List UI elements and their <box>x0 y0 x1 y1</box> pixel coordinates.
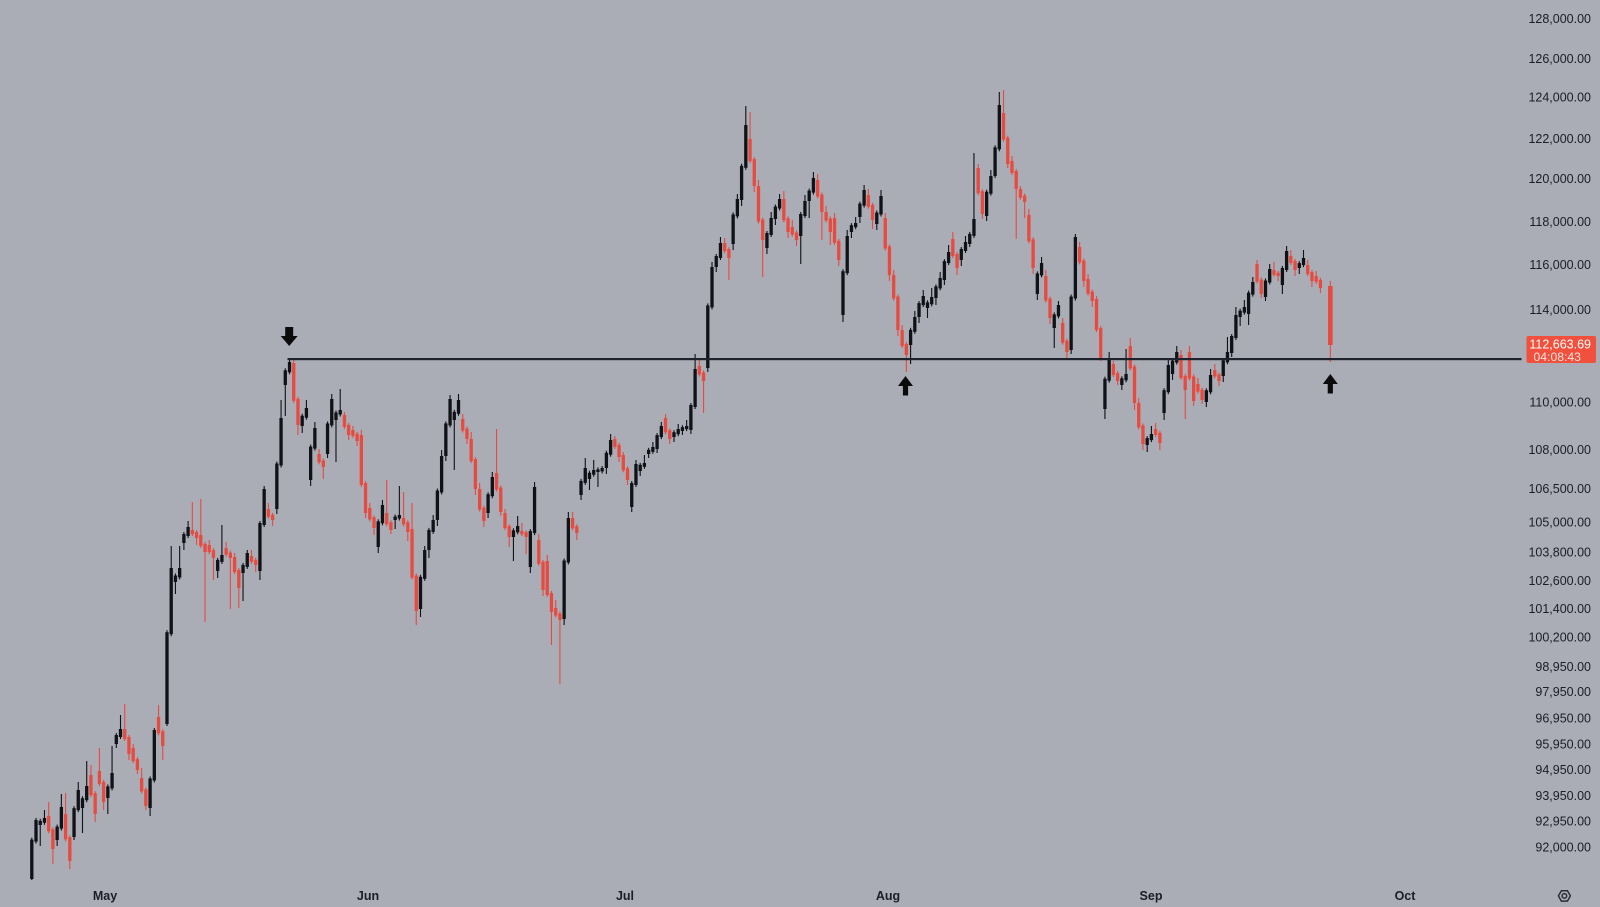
svg-text:Jul: Jul <box>616 889 634 903</box>
svg-text:92,000.00: 92,000.00 <box>1535 840 1591 854</box>
svg-text:92,950.00: 92,950.00 <box>1535 815 1591 829</box>
svg-text:122,000.00: 122,000.00 <box>1528 132 1591 146</box>
svg-text:128,000.00: 128,000.00 <box>1528 12 1591 26</box>
svg-text:108,000.00: 108,000.00 <box>1528 443 1591 457</box>
svg-text:101,400.00: 101,400.00 <box>1528 602 1591 616</box>
svg-text:Sep: Sep <box>1140 889 1163 903</box>
svg-text:110,000.00: 110,000.00 <box>1529 396 1591 410</box>
svg-text:120,000.00: 120,000.00 <box>1528 172 1591 186</box>
svg-text:98,950.00: 98,950.00 <box>1535 660 1591 674</box>
svg-text:105,000.00: 105,000.00 <box>1528 516 1591 530</box>
svg-text:May: May <box>93 889 117 903</box>
svg-text:118,000.00: 118,000.00 <box>1529 215 1591 229</box>
svg-text:93,950.00: 93,950.00 <box>1535 789 1591 803</box>
svg-text:Oct: Oct <box>1395 889 1417 903</box>
svg-text:103,800.00: 103,800.00 <box>1528 546 1591 560</box>
svg-text:106,500.00: 106,500.00 <box>1528 482 1591 496</box>
svg-text:96,950.00: 96,950.00 <box>1535 712 1591 726</box>
svg-text:04:08:43: 04:08:43 <box>1534 350 1582 364</box>
svg-text:124,000.00: 124,000.00 <box>1528 91 1591 105</box>
svg-text:94,950.00: 94,950.00 <box>1535 763 1591 777</box>
svg-text:116,000.00: 116,000.00 <box>1529 258 1591 272</box>
svg-text:97,950.00: 97,950.00 <box>1535 685 1591 699</box>
svg-text:112,663.69: 112,663.69 <box>1529 338 1591 352</box>
svg-text:102,600.00: 102,600.00 <box>1528 574 1591 588</box>
svg-text:95,950.00: 95,950.00 <box>1535 737 1591 751</box>
svg-text:Aug: Aug <box>876 889 900 903</box>
svg-text:126,000.00: 126,000.00 <box>1528 52 1591 66</box>
svg-text:Jun: Jun <box>357 889 379 903</box>
svg-text:100,200.00: 100,200.00 <box>1528 631 1591 645</box>
svg-text:114,000.00: 114,000.00 <box>1529 303 1591 317</box>
